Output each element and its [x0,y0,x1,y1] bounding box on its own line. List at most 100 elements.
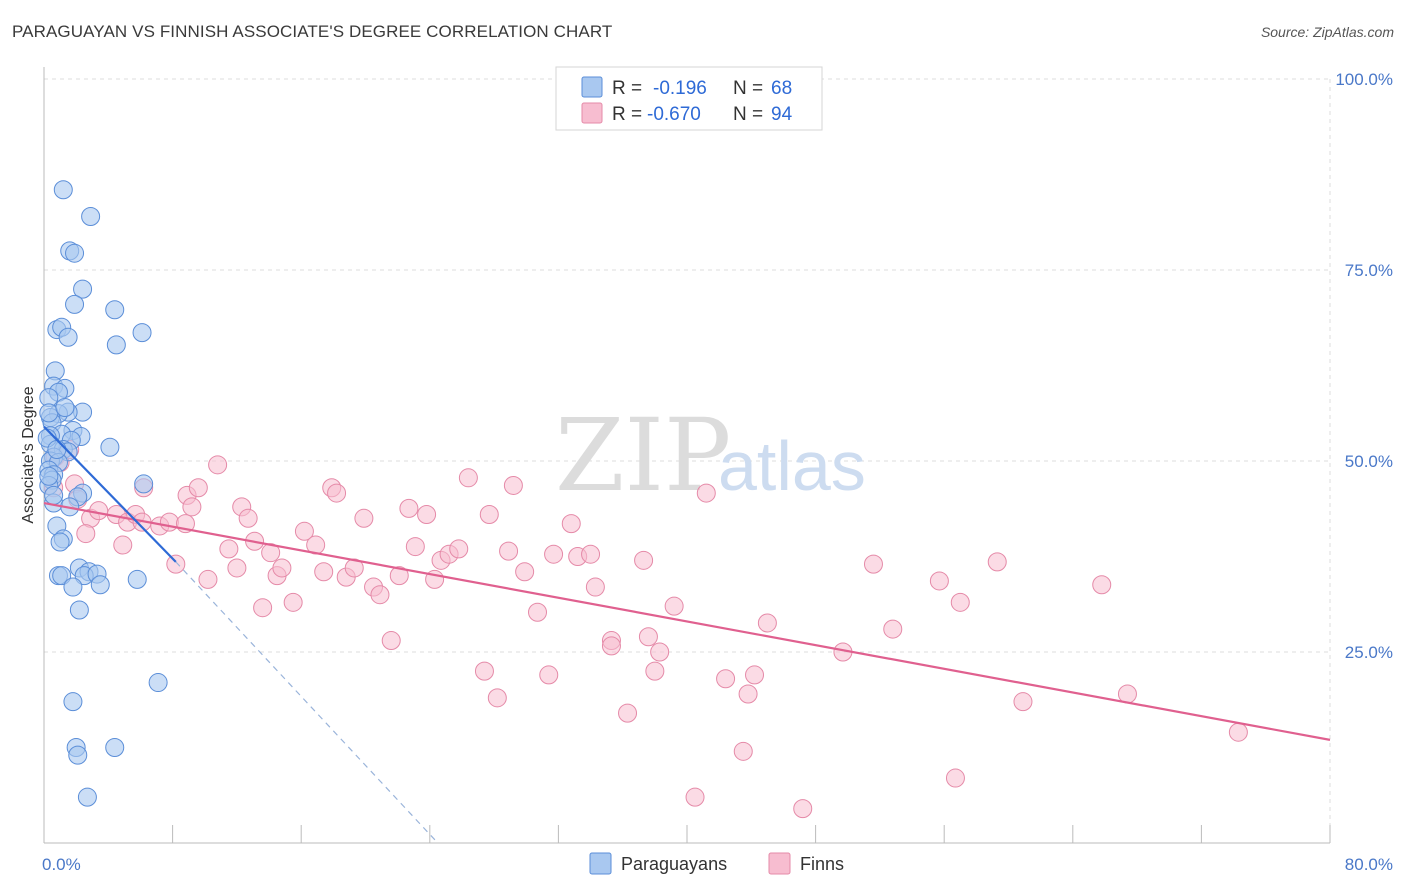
finns-point [499,541,519,561]
paraguayans-point [106,335,126,355]
finns-point [399,498,419,518]
correlation-legend: R = -0.196 N = 68 R = -0.670 N = 94 [555,66,823,131]
paraguayans-point [39,466,59,486]
finns-point [327,483,347,503]
finns-point [528,602,548,622]
legend-swatch-paraguayans [589,852,612,875]
finns-point [381,631,401,651]
finns-point [314,562,334,582]
legend-swatch-finns [768,852,791,875]
finns-point [585,577,605,597]
series-legend: Paraguayans Finns [589,852,844,875]
paraguayans-point [134,474,154,494]
finns-point [1013,692,1033,712]
paraguayans-point [105,738,125,757]
finns-point [272,558,292,578]
paraguayans-point [44,485,64,505]
legend-n-label: N = [733,78,763,99]
finns-point [650,642,670,662]
paraguayans-point [53,180,73,200]
y-tick-label: 100.0% [1335,70,1393,89]
finns-point [793,799,813,819]
finns-point [458,468,478,488]
paraguayans-point [127,569,147,589]
finns-point [638,627,658,647]
finns-point [645,661,665,681]
finns-point [76,524,96,544]
paraguayans-point [105,300,125,320]
finns-point [738,684,758,704]
finns-point [354,508,374,528]
finns-point [757,613,777,633]
paraguayans-point [90,575,110,595]
finns-points [44,440,1248,819]
paraguayans-point [63,577,83,597]
legend-r-label: R = [612,104,642,125]
finns-point [1228,722,1248,742]
finns-point [449,539,469,559]
paraguayans-point [58,327,78,347]
finns-point [227,558,247,578]
finns-point [539,665,559,685]
legend-r-label: R = [612,78,642,99]
finns-point [503,475,523,495]
finns-point [238,508,258,528]
legend-n-label: N = [733,104,763,125]
paraguayans-point [55,398,75,418]
finns-point [487,688,507,708]
finns-point [188,478,208,498]
finns-point [863,554,883,574]
finns-point [664,596,684,616]
finns-point [544,544,564,564]
legend-r-value: -0.196 [653,78,707,99]
paraguayans-points [37,180,168,807]
watermark-atlas: atlas [718,427,866,505]
finns-point [733,741,753,761]
paraguayans-point [47,440,67,460]
finns-point [474,661,494,681]
paraguayans-point [52,566,72,586]
finns-point [208,455,228,475]
y-tick-label: 25.0% [1345,643,1393,662]
paraguayans-point [77,787,97,807]
finns-point [745,665,765,685]
legend-label-paraguayans: Paraguayans [621,854,727,874]
finns-point [987,552,1007,572]
paraguayans-point [100,437,120,457]
finns-point [198,569,218,589]
y-tick-label: 50.0% [1345,452,1393,471]
paraguayans-trend-extension [175,561,439,844]
finns-point [370,585,390,605]
finns-point [182,497,202,517]
x-tick-min: 0.0% [42,855,81,874]
paraguayans-point [69,600,89,620]
trend-lines [43,425,1331,844]
finns-point [950,592,970,612]
watermark: ZIP atlas [555,397,866,514]
finns-point [634,550,654,570]
finns-point [883,619,903,639]
finns-point [685,787,705,807]
finns-point [601,636,621,656]
paraguayans-point [81,207,101,227]
finns-point [515,562,535,582]
finns-point [417,504,437,524]
finns-point [219,539,239,559]
paraguayans-point [63,692,83,712]
finns-point [716,669,736,689]
legend-n-value: 94 [771,104,793,125]
paraguayans-trend-line [43,425,177,563]
paraguayans-point [39,403,59,423]
paraguayans-point [73,279,93,299]
paraguayans-point [132,323,152,343]
legend-swatch-paraguayans [581,76,603,98]
finns-point [945,768,965,788]
finns-point [618,703,638,723]
finns-point [1092,575,1112,595]
source-label: Source: ZipAtlas.com [1260,24,1394,40]
paraguayans-point [148,673,168,693]
finns-point [479,504,499,524]
finns-trend-line [43,501,1331,741]
finns-point [159,512,179,532]
